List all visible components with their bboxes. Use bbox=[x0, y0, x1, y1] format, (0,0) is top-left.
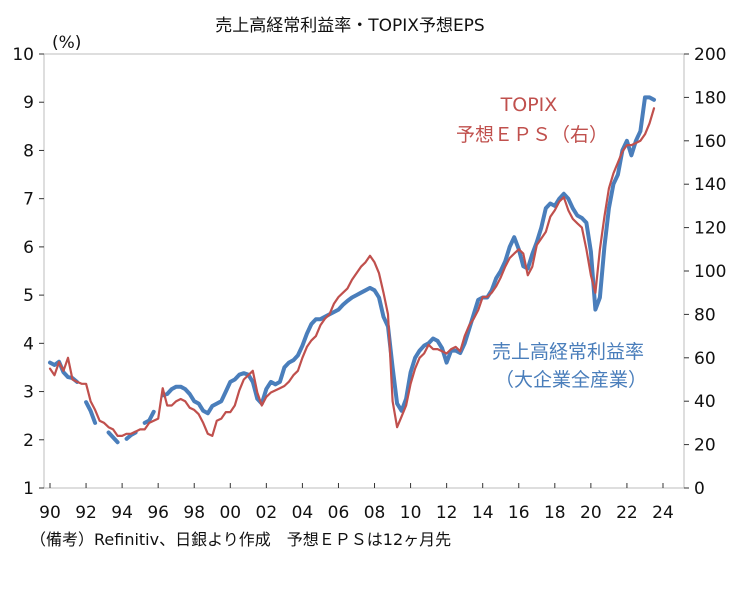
left-axis: 1 2 3 4 5 6 7 8 9 10 bbox=[12, 45, 44, 499]
margin-series-line bbox=[84, 400, 98, 425]
right-tick-label: 20 bbox=[694, 436, 716, 456]
x-tick-label: 24 bbox=[652, 503, 674, 523]
source-note: （備考）Refinitiv、日銀より作成 予想ＥＰＳは12ヶ月先 bbox=[30, 530, 451, 549]
x-tick-label: 18 bbox=[544, 503, 566, 523]
left-tick-label: 5 bbox=[23, 286, 34, 306]
eps-series-line bbox=[48, 107, 656, 437]
right-tick-label: 100 bbox=[694, 262, 726, 282]
left-tick-label: 8 bbox=[23, 141, 34, 161]
x-tick-label: 20 bbox=[580, 503, 602, 523]
margin-series-line bbox=[106, 430, 120, 445]
right-axis: 0 20 40 60 80 100 120 140 160 180 200 bbox=[684, 45, 726, 499]
margin-label-line-1: 売上高経常利益率 bbox=[492, 341, 644, 363]
left-tick-label: 4 bbox=[23, 334, 34, 354]
x-tick-label: 22 bbox=[616, 503, 638, 523]
left-tick-label: 6 bbox=[23, 238, 34, 258]
x-axis: 90 92 94 96 98 00 02 04 06 08 10 12 14 16 18 20 22 24 bbox=[39, 483, 674, 523]
left-tick-label: 1 bbox=[23, 479, 34, 499]
eps-label-line-1: TOPIX bbox=[500, 94, 558, 116]
eps-series-label: TOPIX 予想ＥＰＳ（右） bbox=[456, 94, 608, 146]
x-tick-label: 98 bbox=[183, 503, 205, 523]
x-tick-label: 94 bbox=[111, 503, 133, 523]
x-tick-label: 92 bbox=[75, 503, 97, 523]
x-tick-label: 12 bbox=[436, 503, 458, 523]
left-tick-label: 9 bbox=[23, 93, 34, 113]
margin-series-label: 売上高経常利益率 （大企業全産業） bbox=[492, 341, 650, 391]
right-tick-label: 40 bbox=[694, 392, 716, 412]
x-tick-label: 90 bbox=[39, 503, 61, 523]
right-tick-label: 0 bbox=[694, 479, 705, 499]
right-tick-label: 60 bbox=[694, 349, 716, 369]
left-tick-label: 7 bbox=[23, 190, 34, 210]
right-tick-label: 140 bbox=[694, 175, 726, 195]
x-tick-label: 10 bbox=[400, 503, 422, 523]
series-lines bbox=[48, 95, 656, 445]
right-tick-label: 180 bbox=[694, 88, 726, 108]
x-tick-label: 96 bbox=[147, 503, 169, 523]
margin-series-line bbox=[142, 409, 156, 425]
right-tick-label: 200 bbox=[694, 45, 726, 65]
x-tick-label: 06 bbox=[328, 503, 350, 523]
chart-title: 売上高経常利益率・TOPIX予想EPS bbox=[215, 16, 484, 36]
right-tick-label: 80 bbox=[694, 305, 716, 325]
x-tick-label: 04 bbox=[292, 503, 314, 523]
eps-label-line-2: 予想ＥＰＳ（右） bbox=[456, 124, 608, 146]
x-tick-label: 00 bbox=[219, 503, 241, 523]
left-tick-label: 10 bbox=[12, 45, 34, 65]
margin-label-line-2: （大企業全産業） bbox=[495, 369, 647, 391]
left-axis-unit: (%) bbox=[52, 33, 81, 53]
plot-frame bbox=[43, 53, 685, 489]
right-tick-label: 160 bbox=[694, 132, 726, 152]
left-tick-label: 3 bbox=[23, 383, 34, 403]
left-tick-label: 2 bbox=[23, 431, 34, 451]
x-tick-label: 02 bbox=[256, 503, 278, 523]
margin-series-line bbox=[160, 95, 656, 416]
x-tick-label: 08 bbox=[364, 503, 386, 523]
right-tick-label: 120 bbox=[694, 219, 726, 239]
x-tick-label: 16 bbox=[508, 503, 530, 523]
x-tick-label: 14 bbox=[472, 503, 494, 523]
